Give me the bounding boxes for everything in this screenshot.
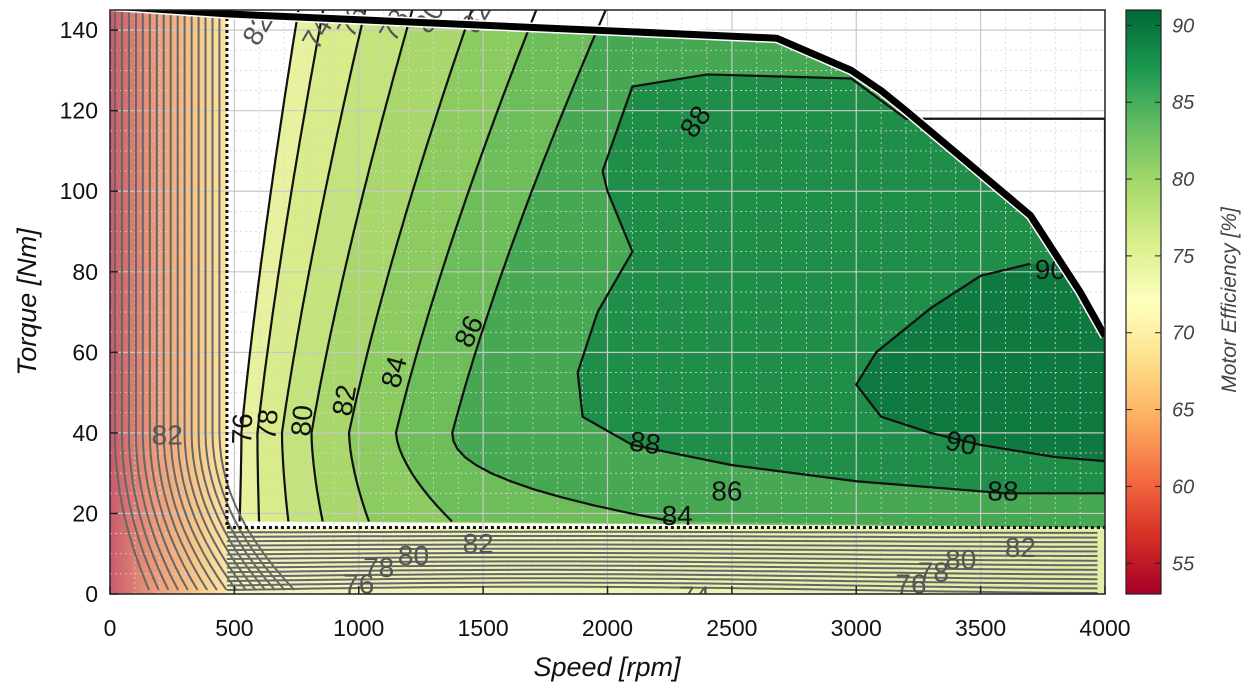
contour-line-74 (238, 10, 300, 522)
y-tick-label: 80 (72, 259, 98, 285)
contour-line-low-torque (226, 539, 1098, 544)
colorbar-tick-label: 90 (1172, 15, 1194, 37)
contour-label: 78 (250, 408, 284, 442)
y-axis-title: Torque [Nm] (12, 227, 42, 376)
contour-line-low-torque (226, 585, 1098, 594)
contour-label: 74 (679, 580, 710, 611)
x-tick-label: 0 (104, 615, 117, 641)
colorbar-tick-label: 60 (1172, 476, 1194, 498)
contour-line-88 (576, 73, 1105, 495)
contour-line-80 (310, 10, 414, 522)
contour-line-low-speed (204, 10, 276, 591)
x-tick-label: 1500 (458, 615, 509, 641)
contour-label: 82 (463, 528, 494, 559)
x-tick-label: 3500 (955, 615, 1006, 641)
contour-line-low-torque (226, 568, 1098, 576)
contour-line-84 (394, 10, 538, 523)
contour-label: 82 (152, 419, 183, 450)
contour-label: 82 (326, 382, 362, 418)
y-tick-label: 0 (85, 581, 98, 607)
x-axis-title: Speed [rpm] (533, 652, 682, 682)
contour-line-low-torque (226, 530, 1098, 534)
contour-line-low-torque (226, 551, 1098, 557)
contour-line-low-speed (211, 10, 286, 591)
contour-line-low-torque (226, 560, 1098, 567)
contour-line-78 (280, 10, 367, 522)
colorbar-tick-label: 85 (1172, 92, 1195, 114)
max-torque-curve (117, 10, 1105, 338)
contour-line-low-speed (190, 10, 257, 591)
contour-label: 80 (285, 404, 319, 438)
contour-line-low-speed (148, 10, 199, 591)
x-tick-label: 500 (215, 615, 253, 641)
x-tick-label: 2500 (706, 615, 757, 641)
contour-label: 84 (662, 500, 693, 531)
contour-line-low-torque (226, 581, 1098, 590)
x-tick-label: 4000 (1079, 615, 1130, 641)
y-tick-label: 20 (72, 500, 98, 526)
colorbar-scale (1125, 9, 1162, 595)
contour-line-low-speed (162, 10, 218, 591)
outside-region-mask (169, 10, 1105, 337)
y-tick-label: 140 (60, 17, 98, 43)
contour-label: 80 (398, 540, 429, 571)
contour-line-76 (256, 10, 325, 522)
contour-lines (114, 10, 1105, 594)
contour-line-low-speed (120, 10, 160, 591)
y-axis: 0 20 40 60 80 100 120 140 (60, 17, 118, 607)
contour-line-low-torque (226, 564, 1098, 571)
y-tick-label: 60 (72, 339, 98, 365)
colorbar-tick-label: 65 (1172, 400, 1195, 422)
contour-line-low-torque (226, 547, 1098, 553)
contour-line-low-speed (141, 10, 189, 591)
contour-line-low-speed (134, 10, 179, 591)
contour-line-90 (854, 262, 1105, 463)
colorbar-title: Motor Efficiency [%] (1218, 206, 1241, 393)
colorbar-ticks: 55 60 65 70 75 80 85 90 (1126, 15, 1195, 575)
contour-line-86 (451, 10, 673, 523)
contour-line-low-speed (169, 10, 228, 591)
contour-label: 78 (918, 556, 949, 587)
y-tick-label: 120 (60, 98, 98, 124)
contour-label: 78 (363, 552, 394, 583)
contour-label: 90 (943, 425, 980, 462)
contour-label: 76 (895, 568, 926, 599)
contour-line-low-speed (176, 10, 238, 591)
contour-line-low-torque (226, 577, 1098, 585)
contour-line-low-torque (226, 556, 1098, 562)
contour-line-low-speed (183, 10, 247, 591)
grid-lines (110, 10, 1105, 594)
colorbar: 55 60 65 70 75 80 85 90 Motor Efficiency [%] (1125, 9, 1241, 595)
torque-boundary (110, 10, 1105, 339)
contour-line-low-torque (226, 543, 1098, 548)
x-tick-label: 3000 (831, 615, 882, 641)
contour-label: 86 (711, 476, 742, 507)
contour-line-low-speed (155, 10, 209, 591)
contour-label: 76 (226, 413, 258, 445)
contour-label: 80 (945, 544, 976, 575)
x-tick-label: 1000 (333, 615, 384, 641)
contour-line-low-speed (114, 10, 150, 591)
contour-label: 82 (1005, 532, 1036, 563)
colorbar-tick-label: 75 (1172, 246, 1195, 268)
contour-line-82 (347, 10, 473, 522)
contour-line-low-speed (218, 10, 296, 591)
contour-line-low-torque (226, 573, 1098, 581)
contour-line-low-speed (197, 10, 267, 591)
contour-line-low-speed (127, 10, 170, 591)
colorbar-tick-label: 55 (1172, 553, 1195, 575)
x-tick-label: 2000 (582, 615, 633, 641)
colorbar-tick-label: 70 (1172, 323, 1194, 345)
contour-line-low-torque (226, 535, 1098, 539)
contour-label: 88 (987, 476, 1018, 507)
contour-label: 88 (628, 425, 663, 460)
y-tick-label: 100 (60, 178, 98, 204)
y-tick-label: 40 (72, 420, 98, 446)
colorbar-tick-label: 80 (1172, 169, 1194, 191)
x-axis: 0 500 1000 1500 2000 2500 3000 3500 4000 (104, 586, 1131, 641)
